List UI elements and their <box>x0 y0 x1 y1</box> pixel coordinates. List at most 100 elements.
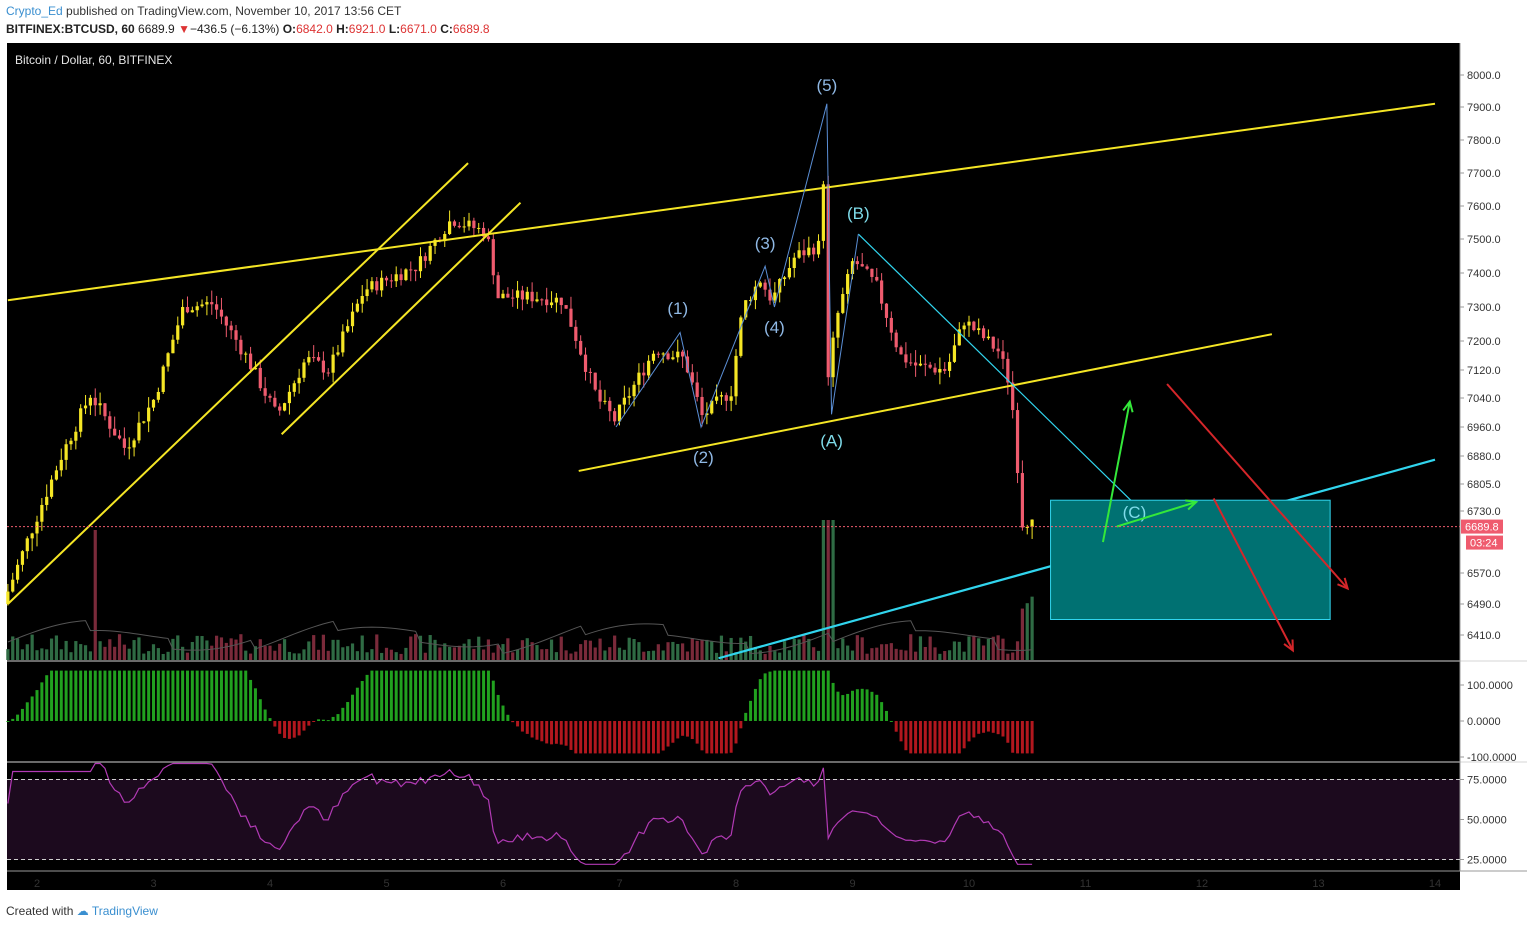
author-link[interactable]: Crypto_Ed <box>6 4 63 18</box>
macd-bar <box>894 721 898 732</box>
macd-bar <box>50 670 54 721</box>
candle-body <box>477 227 481 229</box>
wave-label: (5) <box>816 76 837 95</box>
macd-bar <box>1020 721 1024 754</box>
candle-body <box>1030 519 1034 527</box>
macd-bar <box>506 714 510 721</box>
macd-bar <box>618 721 621 754</box>
candle-body <box>991 336 995 349</box>
volume-bar <box>938 653 942 660</box>
macd-bar <box>375 670 379 721</box>
macd-bar <box>103 670 107 721</box>
volume-bar <box>54 635 59 660</box>
price-tick-label: 7400.0 <box>1467 268 1501 280</box>
volume-bar <box>137 637 141 660</box>
volume-bar <box>1006 653 1010 660</box>
volume-bar <box>443 643 447 660</box>
volume-bar <box>880 644 884 660</box>
drawings[interactable]: (1) (2) (3) (4) (5) (A) (B) (C) <box>7 76 1436 660</box>
volume-bar <box>190 641 194 660</box>
candle-body <box>350 311 355 327</box>
candle-body <box>627 396 631 398</box>
last-price-badge <box>1461 519 1503 534</box>
candle-body <box>181 306 185 326</box>
macd-bar <box>249 679 253 721</box>
volume-bar <box>433 639 437 660</box>
macd-bar <box>632 721 636 754</box>
volume-bar <box>88 651 92 660</box>
close-label: C: <box>440 22 453 36</box>
volume-bar <box>894 648 898 660</box>
macd-bar <box>297 721 301 736</box>
volume-bar <box>409 636 413 660</box>
macd-bar <box>346 702 350 721</box>
candle-body <box>846 274 850 295</box>
macd-bar <box>438 670 442 721</box>
macd-bar <box>20 708 24 721</box>
candle-body <box>710 400 714 414</box>
macd-bar <box>79 670 83 721</box>
candle-body <box>496 275 500 299</box>
candle-body <box>860 264 864 267</box>
macd-bar <box>457 670 461 721</box>
volume-bar <box>763 653 767 660</box>
macd-bar <box>884 710 888 721</box>
volume-bar <box>336 639 340 660</box>
chart-area[interactable]: (1) (2) (3) (4) (5) (A) (B) (C) 2 3 4 5 6 7 8 9 10 11 12 1… <box>0 41 1527 893</box>
macd-bar <box>647 721 651 754</box>
candle-body <box>637 372 641 385</box>
candle-body <box>549 302 554 306</box>
rsi-panel <box>7 762 1033 865</box>
candle-body <box>914 362 918 366</box>
macd-bar <box>821 670 825 721</box>
macd-bar <box>661 721 665 751</box>
volume-bar <box>108 639 112 660</box>
candle-body <box>899 347 903 355</box>
candle-body <box>83 405 88 409</box>
macd-bar <box>40 682 44 721</box>
volume-bar <box>928 636 932 660</box>
volume-bar <box>486 639 491 660</box>
volume-bar <box>569 653 573 660</box>
volume-bar <box>884 644 889 660</box>
candle-body <box>457 225 461 228</box>
chart-svg[interactable]: (1) (2) (3) (4) (5) (A) (B) (C) 2 3 4 5 6 7 8 9 10 11 12 1… <box>0 41 1527 893</box>
volume-bar <box>574 651 578 660</box>
volume-bar <box>685 651 690 660</box>
volume-bar <box>132 640 136 660</box>
wave-label: (2) <box>693 448 714 467</box>
candle-body <box>763 282 767 290</box>
tradingview-brand[interactable]: TradingView <box>91 904 158 918</box>
macd-bar <box>870 691 874 721</box>
candle-body <box>884 303 889 318</box>
volume-bar <box>448 646 452 660</box>
price-tick-label: 6730.0 <box>1467 506 1501 518</box>
volume-bar <box>360 635 364 660</box>
macd-bar <box>132 670 136 721</box>
candle-body <box>448 221 452 235</box>
macd-bar <box>627 721 631 754</box>
volume-bar <box>816 650 821 660</box>
rsi-tick-label: 50.0000 <box>1467 815 1507 827</box>
candle-body <box>35 521 39 534</box>
macd-bar <box>336 714 340 721</box>
macd-bar <box>263 709 267 721</box>
price-tick-label: 6490.0 <box>1467 599 1501 611</box>
macd-bar <box>287 721 291 739</box>
macd-bar <box>1011 721 1015 753</box>
volume-bar <box>224 642 228 660</box>
countdown-label: 03:24 <box>1470 538 1498 550</box>
macd-bar <box>93 670 97 721</box>
candle-body <box>375 281 379 291</box>
x-tick-label: 14 <box>1429 878 1441 890</box>
macd-bar <box>977 721 981 734</box>
candle-body <box>302 362 306 378</box>
candle-body <box>530 291 534 302</box>
volume-bar <box>914 651 918 660</box>
volume-bar <box>656 644 660 660</box>
volume-average <box>7 620 1033 655</box>
volume-bar <box>695 640 699 660</box>
macd-bar <box>952 721 956 754</box>
macd-bar <box>700 721 704 751</box>
macd-bar <box>520 721 524 732</box>
